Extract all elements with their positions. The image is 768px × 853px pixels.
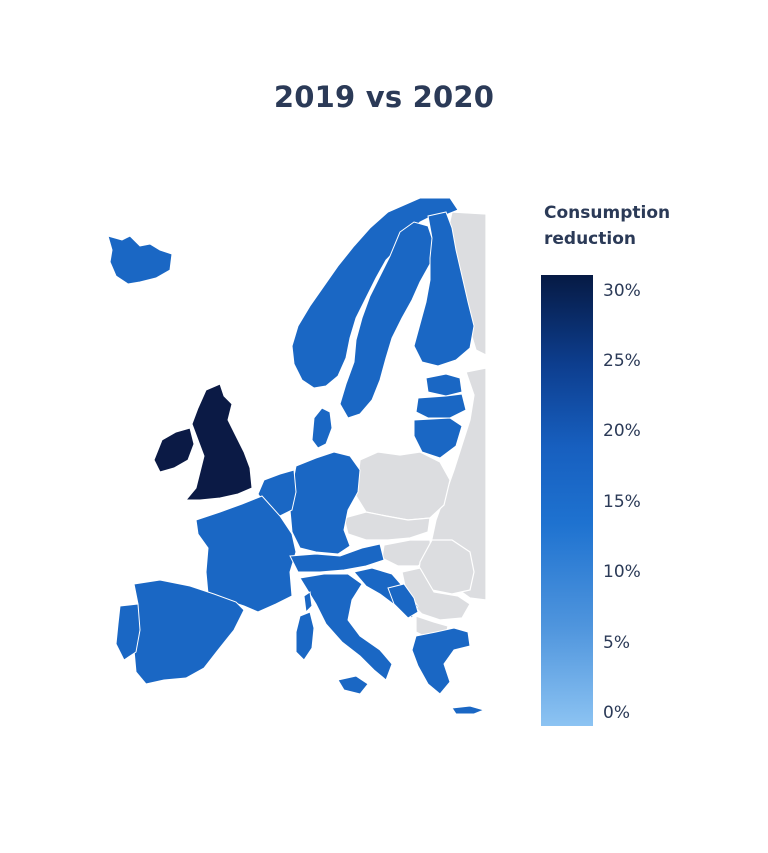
crete [451, 705, 486, 715]
bosnia-montenegro [387, 583, 419, 619]
czechia-slovakia [343, 511, 431, 541]
lithuania [413, 417, 463, 459]
denmark [311, 407, 333, 449]
norway [291, 197, 459, 389]
greece [411, 627, 471, 695]
latvia [415, 393, 467, 419]
legend-tick: 15% [603, 492, 641, 512]
legend-title: Consumption reduction [544, 200, 744, 252]
legend-tick: 5% [603, 633, 630, 653]
legend-color-bar [541, 275, 593, 726]
legend-tick: 25% [603, 351, 641, 371]
legend-tick: 30% [603, 281, 641, 301]
switzerland-austria [289, 543, 385, 573]
legend-title-line1: Consumption [544, 203, 671, 223]
legend-tick: 10% [603, 562, 641, 582]
finland [413, 211, 475, 367]
mid-reduction-region [107, 197, 486, 715]
united-kingdom [184, 383, 253, 501]
ireland [153, 427, 195, 473]
high-reduction-region [153, 383, 253, 501]
legend-title-line2: reduction [544, 229, 636, 249]
sardinia [295, 611, 315, 661]
corsica [303, 591, 313, 614]
sicily [337, 675, 369, 695]
germany [289, 451, 361, 555]
no-data-region [343, 211, 487, 639]
estonia [425, 373, 463, 397]
chart-title: 2019 vs 2020 [273, 80, 495, 114]
poland [355, 451, 451, 521]
italy [299, 573, 393, 681]
legend-tick: 20% [603, 421, 641, 441]
france [195, 495, 297, 613]
legend-tick: 0% [603, 703, 630, 723]
portugal [115, 603, 141, 661]
iceland [107, 235, 173, 285]
